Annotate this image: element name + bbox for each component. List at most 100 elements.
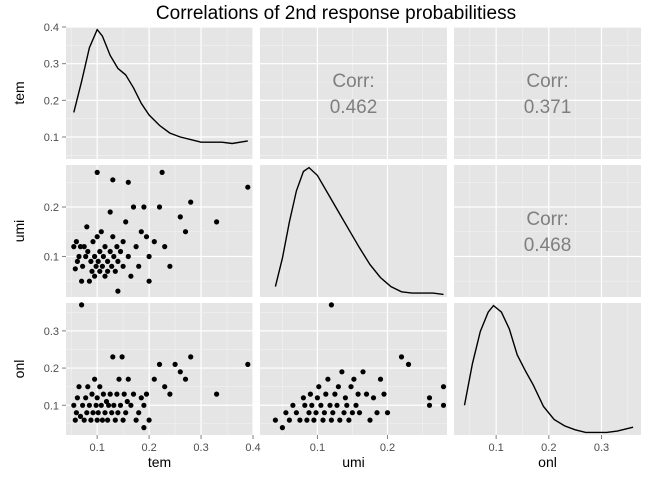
panel-onl-onl — [454, 303, 641, 435]
scatter-point — [120, 417, 126, 423]
scatter-point — [316, 384, 322, 390]
scatter-point — [353, 402, 359, 408]
scatter-point — [125, 179, 131, 185]
panel-background — [260, 165, 447, 297]
scatter-point — [83, 395, 89, 401]
scatter-point — [110, 354, 116, 360]
density-curve-tem — [73, 28, 248, 145]
scatter-point — [79, 302, 85, 308]
panel-background — [260, 303, 447, 435]
scatter-point — [105, 417, 111, 423]
panel-tem-umi: Corr: 0.462 — [260, 26, 447, 159]
scatter-point — [146, 417, 152, 423]
y-tick-label: 0.3 — [44, 326, 59, 338]
scatter-point — [81, 417, 87, 423]
x-tick-label: 0.1 — [310, 442, 325, 454]
panel-onl-umi — [260, 302, 447, 435]
scatter-point — [245, 361, 251, 367]
scatter-point — [325, 376, 331, 382]
scatter-point — [86, 278, 92, 284]
scatter-point — [384, 410, 391, 416]
scatter-point — [151, 376, 157, 382]
scatter-point — [344, 402, 350, 408]
scatter-point — [123, 410, 129, 416]
scatter-point — [94, 417, 100, 423]
scatter-point — [314, 395, 320, 401]
panel-grid: Corr: 0.462 Corr: 0.371 Corr: 0.468 0.1 0.2 0.3 0… — [11, 22, 641, 470]
scatter-point — [83, 253, 89, 260]
scatter-point — [76, 384, 82, 390]
panel-umi-tem — [66, 165, 254, 297]
scatter-point — [94, 234, 100, 240]
scatter-point — [188, 354, 194, 360]
correlation-value: 0.462 — [330, 97, 378, 118]
scatter-point — [346, 417, 352, 423]
scatter-point — [167, 391, 173, 397]
scatter-point — [133, 244, 139, 250]
density-curve-umi — [274, 166, 444, 296]
scatter-point — [143, 391, 150, 397]
scatter-point — [297, 417, 303, 423]
scatter-point — [116, 376, 122, 382]
panel-onl-tem — [66, 302, 254, 435]
scatter-point — [136, 263, 142, 269]
scatter-point — [100, 391, 106, 397]
scatter-point — [115, 258, 121, 264]
scatter-point — [374, 410, 380, 416]
scatter-point — [320, 417, 326, 423]
scatter-point — [99, 417, 105, 423]
scatter-point — [367, 417, 373, 423]
scatter-point — [313, 410, 319, 416]
scatter-point — [159, 169, 165, 175]
x-tick-label: 0.3 — [193, 442, 208, 454]
scatter-point — [370, 395, 377, 401]
scatter-point — [80, 263, 86, 269]
scatter-point — [119, 354, 125, 360]
scatter-point — [123, 219, 129, 225]
y-axis-title-umi: umi — [11, 220, 27, 243]
x-tick-label: 0.1 — [90, 442, 105, 454]
scatter-point — [327, 402, 333, 408]
scatter-point — [128, 402, 134, 408]
scatter-point — [73, 239, 79, 245]
scatter-point — [95, 410, 101, 416]
scatter-point — [102, 244, 108, 250]
x-tick-label: 0.2 — [541, 442, 556, 454]
scatter-point — [311, 417, 317, 423]
scatter-point — [77, 413, 84, 419]
scatter-point — [93, 263, 99, 269]
scatter-point — [102, 273, 108, 279]
scatter-point — [105, 268, 111, 274]
scatter-point — [304, 417, 310, 423]
scatter-point — [328, 302, 334, 308]
scatter-point — [328, 417, 334, 423]
scatter-point — [156, 204, 163, 210]
correlation-value: 0.371 — [524, 97, 572, 118]
scatter-point — [106, 402, 112, 408]
scatter-point — [162, 244, 168, 250]
scatter-point — [77, 244, 84, 250]
scatter-point — [146, 253, 152, 260]
density-curve-onl — [463, 304, 634, 434]
scatter-point — [85, 384, 91, 390]
scatter-point — [351, 376, 357, 382]
x-tick-label: 0.2 — [141, 442, 156, 454]
x-tick-label: 0.4 — [245, 442, 260, 454]
scatter-point — [107, 391, 113, 397]
scatter-point — [136, 410, 142, 416]
scatter-point — [112, 417, 118, 423]
scatter-point — [89, 268, 95, 274]
scatter-point — [182, 376, 189, 382]
panel-background — [454, 165, 641, 297]
scatter-point — [321, 410, 327, 416]
y-tick-label: 0.1 — [44, 400, 59, 412]
scatter-point — [348, 384, 354, 390]
correlation-label: Corr: — [526, 71, 568, 92]
scatter-point — [440, 402, 447, 408]
scatter-point — [167, 263, 173, 269]
scatter-point — [71, 244, 77, 250]
correlation-label: Corr: — [526, 209, 568, 230]
y-tick-label: 0.2 — [44, 202, 59, 214]
scatter-point — [90, 239, 96, 245]
